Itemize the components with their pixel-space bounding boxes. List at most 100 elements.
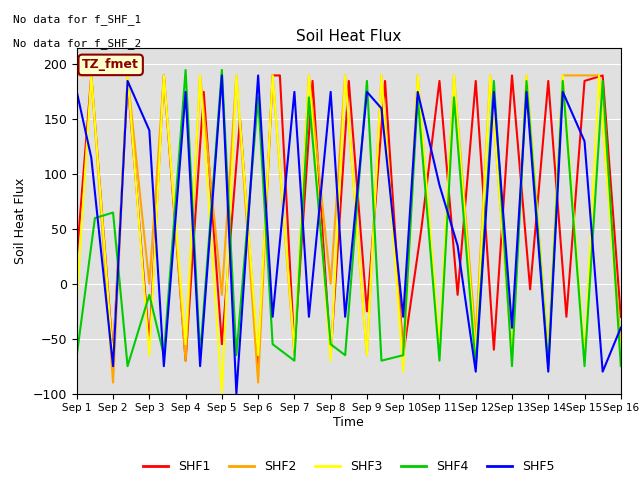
SHF3 (341, 72, 349, 78)
SHF1 (327, 352, 335, 358)
SHF3 (254, 352, 262, 358)
SHF4 (327, 341, 335, 347)
SHF3 (580, 352, 588, 358)
SHF3 (291, 347, 298, 353)
SHF4 (617, 363, 625, 369)
Legend: SHF1, SHF2, SHF3, SHF4, SHF5: SHF1, SHF2, SHF3, SHF4, SHF5 (138, 455, 560, 478)
SHF5 (182, 89, 189, 95)
SHF2 (450, 72, 458, 78)
SHF4 (254, 95, 262, 100)
Text: TZ_fmet: TZ_fmet (82, 59, 139, 72)
SHF3 (269, 72, 276, 78)
SHF2 (124, 72, 131, 78)
SHF1 (599, 72, 607, 78)
SHF3 (508, 352, 516, 358)
SHF3 (414, 72, 422, 78)
SHF4 (124, 363, 131, 369)
SHF3 (327, 358, 335, 363)
SHF5 (291, 89, 298, 95)
SHF5 (617, 325, 625, 331)
SHF4 (269, 341, 276, 347)
SHF3 (363, 352, 371, 358)
SHF1 (182, 358, 189, 363)
SHF3 (436, 341, 444, 347)
Text: No data for f_SHF_1: No data for f_SHF_1 (13, 14, 141, 25)
SHF1 (276, 72, 284, 78)
SHF5 (88, 155, 95, 161)
SHF1 (580, 78, 588, 84)
Title: Soil Heat Flux: Soil Heat Flux (296, 29, 401, 44)
SHF1 (88, 72, 95, 78)
SHF4 (580, 363, 588, 369)
SHF4 (196, 352, 204, 358)
SHF5 (399, 314, 407, 320)
SHF3 (145, 352, 153, 358)
SHF5 (414, 89, 422, 95)
SHF2 (545, 352, 552, 358)
SHF2 (88, 72, 95, 78)
SHF1 (308, 78, 316, 84)
SHF1 (145, 341, 153, 347)
SHF4 (599, 78, 607, 84)
Y-axis label: Soil Heat Flux: Soil Heat Flux (14, 178, 27, 264)
SHF2 (559, 72, 566, 78)
Line: SHF5: SHF5 (77, 75, 621, 394)
SHF1 (200, 89, 207, 95)
SHF5 (254, 72, 262, 78)
SHF2 (414, 72, 422, 78)
SHF4 (472, 363, 479, 369)
SHF5 (145, 127, 153, 133)
SHF2 (145, 281, 153, 287)
SHF1 (436, 78, 444, 84)
SHF2 (305, 72, 313, 78)
SHF3 (486, 72, 494, 78)
SHF1 (124, 78, 131, 84)
SHF5 (196, 363, 204, 369)
SHF1 (526, 287, 534, 292)
SHF4 (450, 95, 458, 100)
SHF4 (523, 78, 531, 84)
SHF5 (160, 363, 168, 369)
SHF4 (399, 352, 407, 358)
SHF1 (345, 78, 353, 84)
X-axis label: Time: Time (333, 416, 364, 429)
SHF4 (182, 67, 189, 73)
SHF5 (523, 89, 531, 95)
SHF3 (545, 352, 552, 358)
SHF2 (378, 72, 385, 78)
SHF1 (454, 292, 461, 298)
SHF2 (617, 341, 625, 347)
SHF3 (182, 341, 189, 347)
SHF2 (196, 72, 204, 78)
SHF4 (414, 95, 422, 100)
SHF2 (291, 352, 298, 358)
SHF4 (73, 352, 81, 358)
SHF2 (436, 352, 444, 358)
SHF1 (545, 78, 552, 84)
SHF3 (109, 358, 117, 363)
SHF3 (378, 72, 385, 78)
SHF1 (236, 117, 244, 122)
SHF3 (196, 72, 204, 78)
SHF2 (182, 358, 189, 363)
SHF4 (363, 78, 371, 84)
SHF2 (508, 352, 516, 358)
SHF5 (218, 72, 226, 78)
SHF3 (305, 72, 313, 78)
SHF1 (417, 226, 425, 232)
SHF5 (472, 369, 479, 374)
Line: SHF4: SHF4 (77, 70, 621, 366)
SHF3 (472, 352, 479, 358)
SHF3 (399, 369, 407, 374)
Line: SHF2: SHF2 (77, 75, 621, 383)
SHF5 (232, 391, 240, 396)
SHF1 (490, 347, 498, 353)
SHF1 (254, 363, 262, 369)
SHF4 (218, 67, 226, 73)
SHF1 (109, 352, 117, 358)
SHF5 (73, 89, 81, 95)
SHF3 (218, 391, 226, 396)
SHF1 (363, 309, 371, 314)
SHF5 (109, 363, 117, 369)
SHF5 (508, 325, 516, 331)
